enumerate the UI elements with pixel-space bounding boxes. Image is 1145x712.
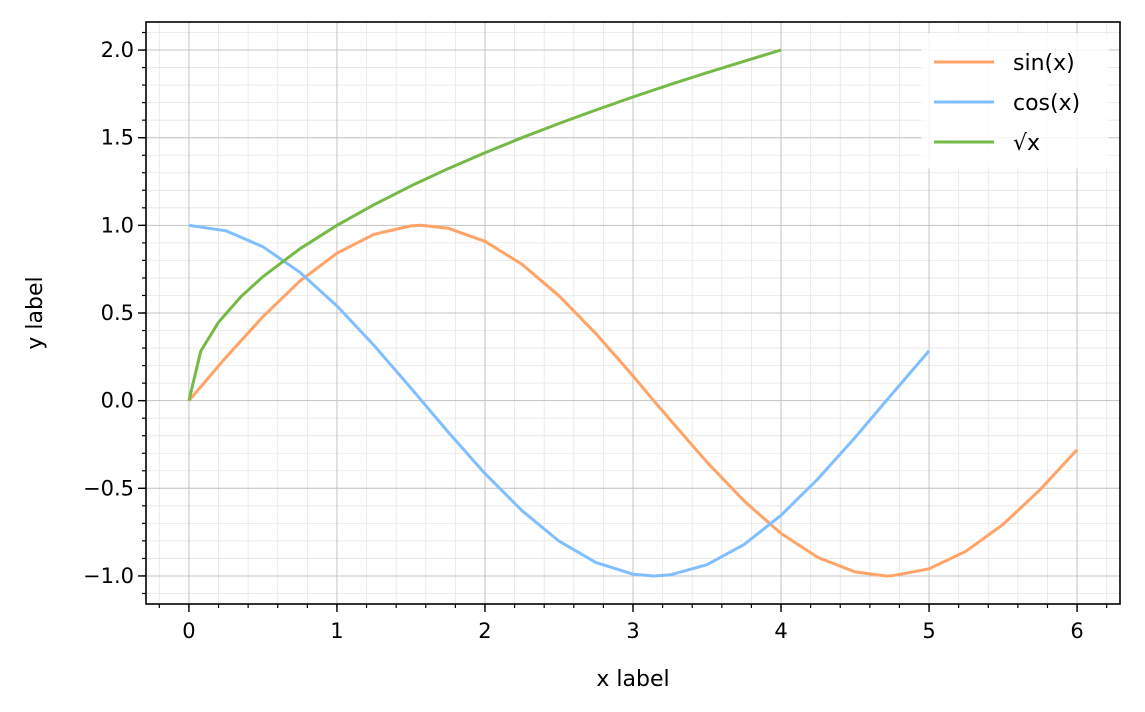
legend-label: sin(x) xyxy=(1013,51,1075,76)
legend-box xyxy=(921,33,1109,169)
series-line-1 xyxy=(188,223,931,578)
tick-labels: 0 1 2 3 4 5 6 −1.0 −0.5 0.0 0.5 1.0 1.5 2.0 xyxy=(83,38,1084,643)
legend-label: cos(x) xyxy=(1013,91,1080,116)
y-tick-label: −1.0 xyxy=(83,564,134,588)
y-tick-label: 0.0 xyxy=(101,389,134,413)
major-grid xyxy=(146,22,1120,604)
x-axis-title: x label xyxy=(596,667,669,692)
y-tick-label: 1.0 xyxy=(101,213,134,237)
series-line-2 xyxy=(187,48,782,402)
x-tick-label: 6 xyxy=(1070,619,1083,643)
y-tick-label: −0.5 xyxy=(83,476,134,500)
series-layer xyxy=(187,48,1079,578)
y-tick-label: 1.5 xyxy=(101,126,134,150)
x-tick-label: 4 xyxy=(774,619,787,643)
x-tick-label: 5 xyxy=(922,619,935,643)
x-tick-label: 3 xyxy=(626,619,639,643)
x-tick-label: 2 xyxy=(478,619,491,643)
x-tick-label: 1 xyxy=(330,619,343,643)
y-axis-title: y label xyxy=(23,276,48,349)
y-tick-label: 2.0 xyxy=(101,38,134,62)
y-tick-label: 0.5 xyxy=(101,301,134,325)
legend: sin(x) cos(x) √x xyxy=(921,33,1109,169)
legend-label: √x xyxy=(1013,131,1040,156)
axis-ticks xyxy=(138,31,1108,612)
series-line-0 xyxy=(187,223,1079,578)
x-tick-label: 0 xyxy=(182,619,195,643)
